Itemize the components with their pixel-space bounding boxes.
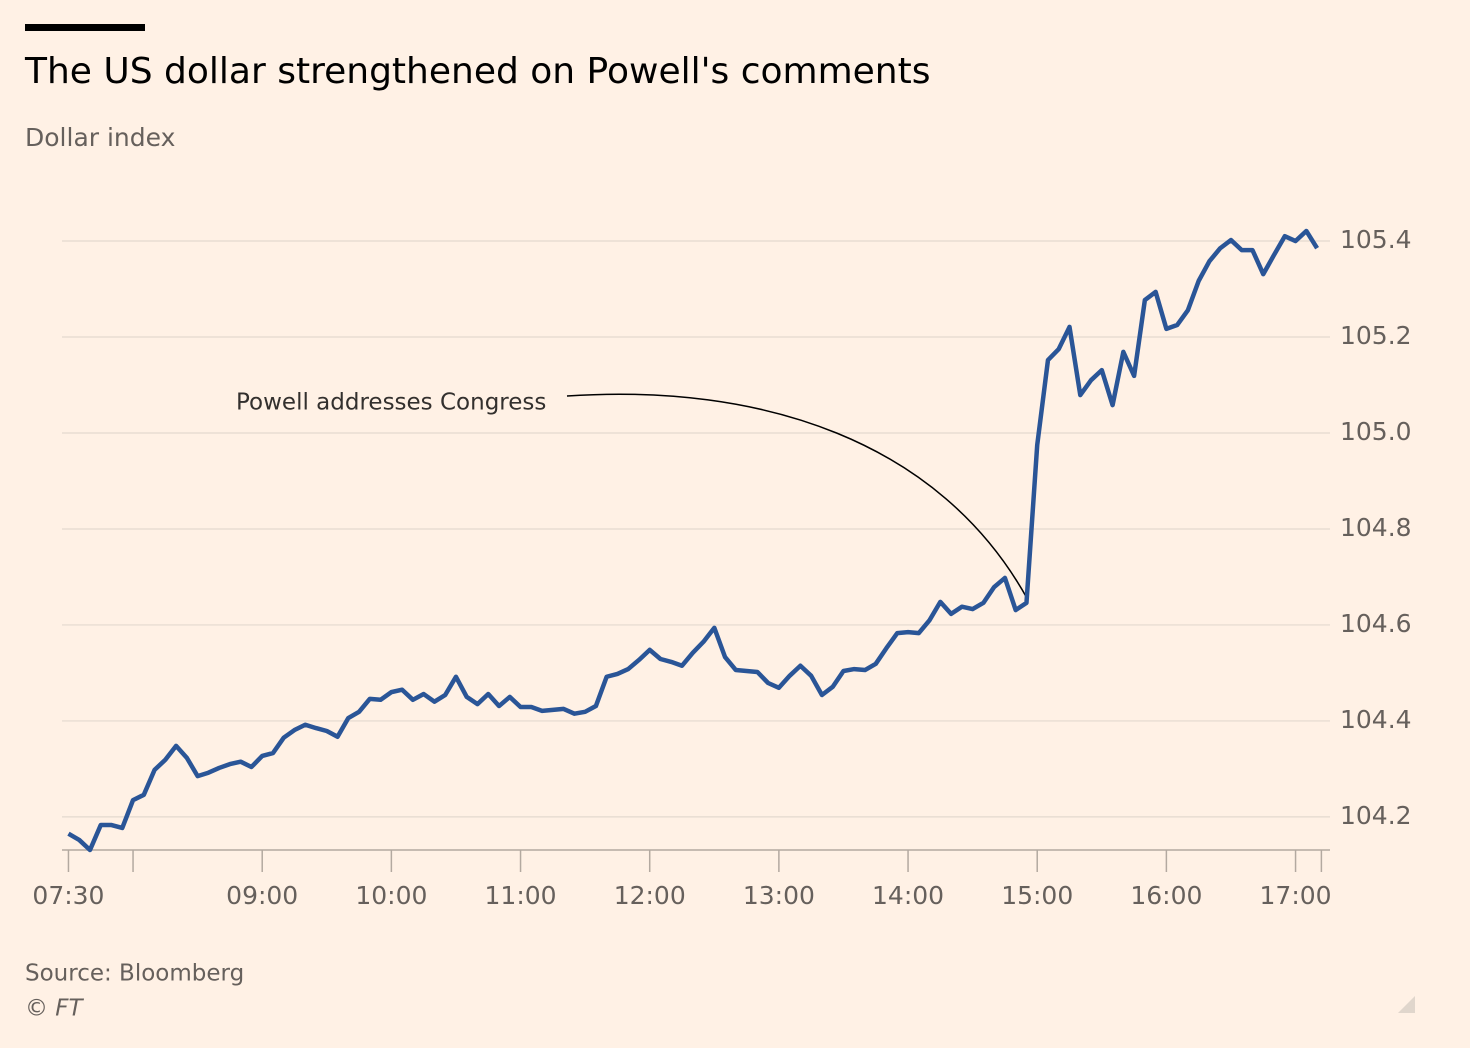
chart-subtitle: Dollar index — [25, 123, 175, 152]
y-tick-label: 104.8 — [1340, 513, 1412, 542]
grid — [62, 240, 1330, 818]
data-line — [67, 228, 1319, 853]
x-tick-label: 09:00 — [226, 881, 298, 910]
y-tick-label: 104.2 — [1340, 801, 1412, 830]
copyright: © FT — [25, 996, 85, 1022]
x-tick-label: 10:00 — [355, 881, 427, 910]
resize-icon — [1398, 996, 1415, 1013]
y-tick-label: 105.0 — [1340, 417, 1412, 446]
x-tick-label: 14:00 — [872, 881, 944, 910]
y-tick-label: 105.4 — [1340, 225, 1412, 254]
x-tick-label: 16:00 — [1130, 881, 1202, 910]
chart-title: The US dollar strengthened on Powell's c… — [24, 51, 930, 92]
x-tick-label: 13:00 — [743, 881, 815, 910]
x-tick-label: 15:00 — [1001, 881, 1073, 910]
annotation-leader — [566, 393, 1029, 601]
x-tick-label: 07:30 — [32, 881, 104, 910]
x-tick-label: 11:00 — [485, 881, 557, 910]
y-tick-label: 104.4 — [1340, 705, 1412, 734]
y-tick-label: 104.6 — [1340, 609, 1412, 638]
annotation: Powell addresses Congress — [236, 390, 546, 416]
source: Source: Bloomberg — [25, 961, 244, 987]
x-tick-label: 17:00 — [1260, 881, 1332, 910]
brand-bar — [25, 24, 145, 31]
y-tick-label: 105.2 — [1340, 321, 1412, 350]
x-tick-label: 12:00 — [614, 881, 686, 910]
